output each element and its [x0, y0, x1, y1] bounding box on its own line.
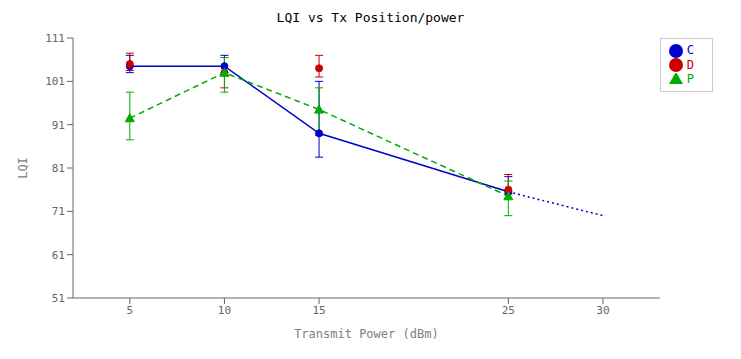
svg-text:71: 71	[52, 205, 65, 218]
svg-text:15: 15	[312, 304, 325, 317]
html-text:D: D	[686, 57, 694, 72]
html-text:LQI vs Tx Position/power: LQI vs Tx Position/power	[276, 10, 465, 25]
svg-text:81: 81	[52, 162, 65, 175]
svg-text:5: 5	[126, 304, 133, 317]
svg-text:91: 91	[52, 119, 65, 132]
svg-text:51: 51	[52, 292, 65, 305]
svg-text:LQI: LQI	[16, 157, 30, 179]
svg-text:61: 61	[52, 249, 65, 262]
svg-text:Transmit Power (dBm): Transmit Power (dBm)	[294, 327, 439, 341]
svg-text:101: 101	[45, 75, 65, 88]
svg-text:25: 25	[502, 304, 515, 317]
svg-text:10: 10	[218, 304, 231, 317]
html-text:P: P	[686, 72, 694, 86]
svg-text:111: 111	[45, 32, 65, 45]
html-text:C: C	[686, 43, 694, 57]
svg-text:30: 30	[596, 304, 609, 317]
